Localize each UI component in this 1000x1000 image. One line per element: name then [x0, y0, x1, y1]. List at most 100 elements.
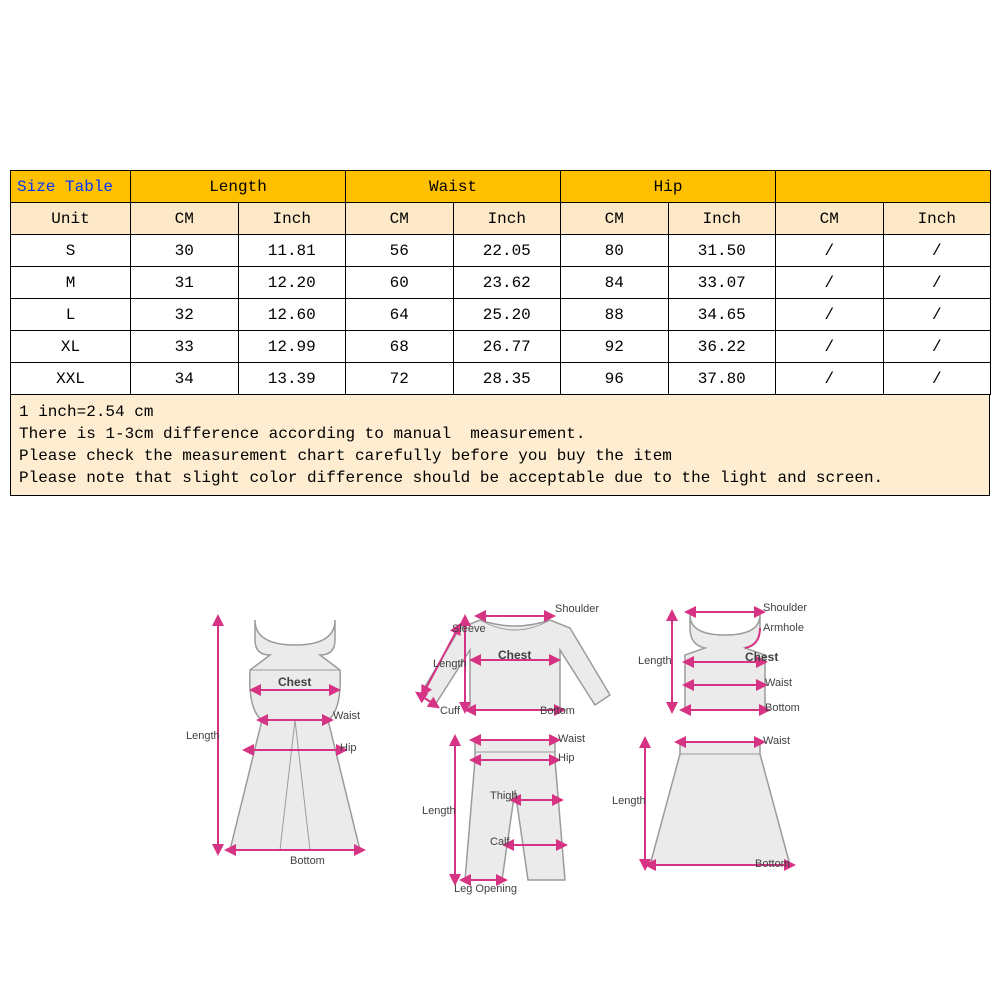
garment-diagrams: Chest Waist Hip Bottom Length Shoulder S…	[200, 600, 820, 900]
size-cell: L	[11, 299, 131, 331]
label-chest: Chest	[278, 675, 311, 689]
unit-inch: Inch	[453, 203, 561, 235]
data-cell: 84	[561, 267, 669, 299]
data-cell: 22.05	[453, 235, 561, 267]
unit-cm: CM	[131, 203, 239, 235]
data-cell: 13.39	[238, 363, 346, 395]
data-cell: 92	[561, 331, 669, 363]
note-line: Please note that slight color difference…	[19, 469, 883, 487]
dress-icon: Chest Waist Hip Bottom Length	[200, 600, 390, 880]
label-thigh: Thigh	[490, 790, 518, 802]
label-sleeve: Sleeve	[452, 623, 486, 635]
label-waist: Waist	[765, 677, 792, 689]
data-cell: 36.22	[668, 331, 776, 363]
pants-icon: Waist Hip Thigh Calf Length Leg Opening	[430, 730, 590, 895]
label-waist: Waist	[333, 710, 360, 722]
data-cell: 33	[131, 331, 239, 363]
data-cell: 25.20	[453, 299, 561, 331]
data-cell: /	[883, 235, 991, 267]
data-cell: /	[883, 267, 991, 299]
unit-row: Unit CM Inch CM Inch CM Inch CM Inch	[11, 203, 991, 235]
unit-label: Unit	[11, 203, 131, 235]
table-header-row: Size Table Length Waist Hip	[11, 171, 991, 203]
data-cell: 31	[131, 267, 239, 299]
data-cell: 11.81	[238, 235, 346, 267]
table-row: S 30 11.81 56 22.05 80 31.50 / /	[11, 235, 991, 267]
table-title-cell: Size Table	[11, 171, 131, 203]
size-table: Size Table Length Waist Hip Unit CM Inch…	[10, 170, 991, 395]
group-header-empty	[776, 171, 991, 203]
label-shoulder: Shoulder	[555, 603, 599, 615]
group-header-waist: Waist	[346, 171, 561, 203]
data-cell: /	[883, 363, 991, 395]
label-length: Length	[186, 730, 220, 742]
data-cell: 32	[131, 299, 239, 331]
label-waist: Waist	[763, 735, 790, 747]
label-hip: Hip	[558, 752, 575, 764]
note-line: 1 inch=2.54 cm	[19, 403, 153, 421]
label-bottom: Bottom	[290, 855, 325, 867]
data-cell: /	[776, 299, 884, 331]
data-cell: 56	[346, 235, 454, 267]
label-bottom: Bottom	[765, 702, 800, 714]
label-chest: Chest	[745, 650, 778, 664]
data-cell: 12.99	[238, 331, 346, 363]
data-cell: 30	[131, 235, 239, 267]
data-cell: 88	[561, 299, 669, 331]
note-line: There is 1-3cm difference according to m…	[19, 425, 586, 443]
data-cell: 12.20	[238, 267, 346, 299]
data-cell: /	[776, 267, 884, 299]
note-line: Please check the measurement chart caref…	[19, 447, 672, 465]
data-cell: 12.60	[238, 299, 346, 331]
label-length: Length	[433, 658, 467, 670]
data-cell: 64	[346, 299, 454, 331]
data-cell: 33.07	[668, 267, 776, 299]
data-cell: 72	[346, 363, 454, 395]
notes-box: 1 inch=2.54 cm There is 1-3cm difference…	[10, 395, 990, 496]
data-cell: /	[776, 363, 884, 395]
data-cell: 60	[346, 267, 454, 299]
label-length: Length	[638, 655, 672, 667]
label-calf: Calf	[490, 836, 510, 848]
group-header-hip: Hip	[561, 171, 776, 203]
data-cell: 68	[346, 331, 454, 363]
label-bottom: Bottom	[540, 705, 575, 717]
label-chest: Chest	[498, 648, 531, 662]
data-cell: 31.50	[668, 235, 776, 267]
label-shoulder: Shoulder	[763, 602, 807, 614]
unit-cm: CM	[346, 203, 454, 235]
table-row: XXL 34 13.39 72 28.35 96 37.80 / /	[11, 363, 991, 395]
size-cell: XL	[11, 331, 131, 363]
group-header-length: Length	[131, 171, 346, 203]
label-hip: Hip	[340, 742, 357, 754]
label-cuff: Cuff	[440, 705, 460, 717]
table-row: M 31 12.20 60 23.62 84 33.07 / /	[11, 267, 991, 299]
label-length: Length	[612, 795, 646, 807]
data-cell: /	[883, 331, 991, 363]
data-cell: 96	[561, 363, 669, 395]
data-cell: 28.35	[453, 363, 561, 395]
data-cell: 37.80	[668, 363, 776, 395]
skirt-icon: Waist Length Bottom	[630, 730, 810, 880]
data-cell: /	[776, 235, 884, 267]
label-armhole: Armhole	[763, 622, 804, 634]
table-row: XL 33 12.99 68 26.77 92 36.22 / /	[11, 331, 991, 363]
label-waist: Waist	[558, 733, 585, 745]
shirt-icon: Shoulder Sleeve Chest Length Cuff Bottom	[410, 600, 620, 720]
unit-inch: Inch	[883, 203, 991, 235]
size-cell: S	[11, 235, 131, 267]
data-cell: 26.77	[453, 331, 561, 363]
data-cell: 34.65	[668, 299, 776, 331]
label-leg-opening: Leg Opening	[454, 883, 517, 895]
data-cell: 80	[561, 235, 669, 267]
tank-icon: Shoulder Armhole Chest Waist Bottom Leng…	[650, 600, 800, 720]
unit-cm: CM	[561, 203, 669, 235]
size-cell: XXL	[11, 363, 131, 395]
unit-inch: Inch	[238, 203, 346, 235]
data-cell: /	[776, 331, 884, 363]
label-length: Length	[422, 805, 456, 817]
label-bottom: Bottom	[755, 858, 790, 870]
table-row: L 32 12.60 64 25.20 88 34.65 / /	[11, 299, 991, 331]
unit-cm: CM	[776, 203, 884, 235]
data-cell: /	[883, 299, 991, 331]
